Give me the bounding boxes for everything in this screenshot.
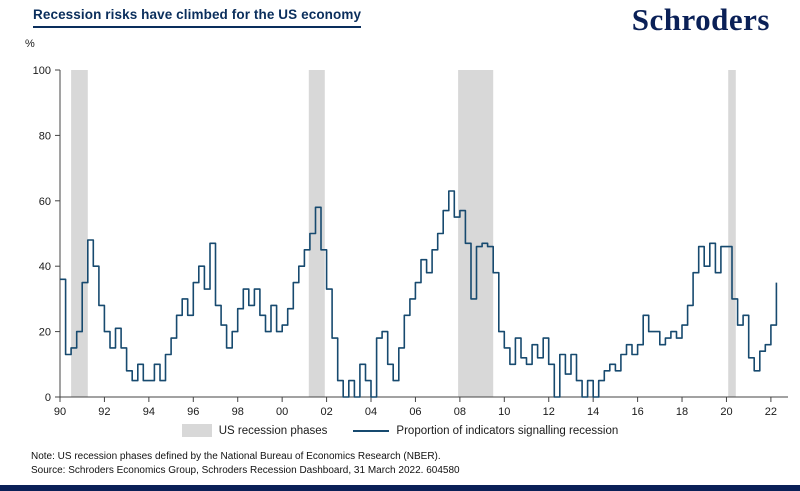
legend-label-indicator-line: Proportion of indicators signalling rece… <box>396 424 619 437</box>
x-tick-label: 20 <box>720 406 732 418</box>
y-tick-label: 0 <box>45 392 51 404</box>
x-tick-label: 08 <box>454 406 466 418</box>
x-tick-label: 14 <box>587 406 599 418</box>
schroders-logo: Schroders <box>631 2 770 37</box>
indicator-line-swatch <box>353 429 390 432</box>
y-tick-label: 20 <box>39 327 51 339</box>
legend-label-recession-phases: US recession phases <box>218 424 328 437</box>
recession-indicator-line <box>60 190 778 398</box>
chart-svg: 0 20 40 60 80 100 90 92 94 96 98 00 02 04 06 08 10 12 14 16… <box>33 65 788 418</box>
y-tick-label: 100 <box>33 65 51 77</box>
note-source: Source: Schroders Economics Group, Schro… <box>31 465 460 476</box>
y-tick-label: 80 <box>39 130 51 142</box>
x-tick-label: 12 <box>543 406 555 418</box>
note-nber: Note: US recession phases defined by the… <box>31 451 441 462</box>
x-tick-label: 06 <box>409 406 421 418</box>
x-tick-label: 98 <box>232 406 244 418</box>
x-tick-label: 00 <box>276 406 288 418</box>
recession-band <box>71 70 88 397</box>
legend-item-recession-phases: US recession phases <box>181 424 328 437</box>
y-tick-label: 40 <box>39 261 51 273</box>
recession-band <box>728 70 736 397</box>
legend: US recession phases Proportion of indica… <box>0 424 800 437</box>
y-tick-label: 60 <box>39 196 51 208</box>
x-tick-label: 02 <box>320 406 332 418</box>
x-tick-label: 16 <box>631 406 643 418</box>
chart-area: 0 20 40 60 80 100 90 92 94 96 98 00 02 04 06 08 10 12 14 16… <box>0 48 800 423</box>
y-axis-unit-label: % <box>25 38 35 50</box>
x-tick-label: 90 <box>54 406 66 418</box>
x-tick-label: 04 <box>365 406 377 418</box>
x-tick-label: 10 <box>498 406 510 418</box>
recession-band <box>308 70 325 397</box>
x-tick-label: 94 <box>143 406 155 418</box>
recession-band <box>458 70 494 397</box>
x-tick-label: 22 <box>765 406 777 418</box>
x-tick-label: 92 <box>98 406 110 418</box>
chart-title: Recession risks have climbed for the US … <box>33 7 362 28</box>
brand-bottom-bar <box>0 485 800 491</box>
x-tick-label: 18 <box>676 406 688 418</box>
x-tick-label: 96 <box>187 406 199 418</box>
recession-band-swatch <box>181 424 212 437</box>
legend-item-indicator-line: Proportion of indicators signalling rece… <box>353 425 618 437</box>
